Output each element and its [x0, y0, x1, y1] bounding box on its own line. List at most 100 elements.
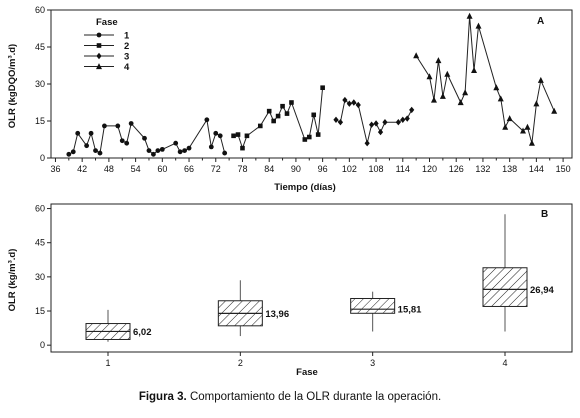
series-line-fase-2: [233, 87, 324, 150]
x-tick-label: 3: [370, 358, 375, 368]
data-point-fase-2: [284, 111, 290, 116]
legend-marker-fase-2: [96, 43, 102, 48]
data-point-fase-1: [213, 130, 219, 136]
data-point-fase-4: [533, 100, 540, 107]
data-point-fase-4: [493, 84, 500, 91]
data-point-fase-4: [471, 67, 478, 74]
data-point-fase-4: [528, 139, 535, 146]
data-point-fase-3: [333, 116, 339, 123]
data-point-fase-3: [342, 96, 348, 104]
data-point-fase-3: [364, 140, 370, 147]
x-tick-label: 114: [396, 164, 410, 174]
y-tick-label: 45: [35, 42, 45, 52]
data-point-fase-4: [457, 99, 464, 106]
y-tick-label: 60: [35, 5, 45, 15]
legend-entry-fase-3: 3: [124, 52, 129, 63]
data-point-fase-1: [70, 149, 76, 155]
panel-b-frame: [50, 203, 573, 353]
panel-a-x-axis-title: Tiempo (días): [274, 182, 336, 193]
median-label-fase-2: 13,96: [265, 309, 289, 320]
data-point-fase-1: [115, 123, 121, 129]
data-point-fase-2: [231, 133, 236, 139]
data-point-fase-1: [173, 140, 179, 146]
data-point-fase-1: [182, 148, 187, 154]
data-point-fase-1: [146, 148, 152, 154]
y-tick-label: 45: [35, 238, 45, 248]
data-point-fase-3: [404, 115, 410, 122]
x-tick-label: 138: [502, 164, 517, 174]
x-tick-label: 84: [264, 164, 274, 174]
legend-entry-fase-2: 2: [124, 41, 129, 52]
x-tick-label: 1: [105, 358, 110, 368]
data-point-fase-4: [435, 57, 442, 64]
panel-a-line-chart: A 36 42 48 54 60 66 72 78 84 90 96 102 108 114 120 126 1…: [7, 5, 573, 193]
data-point-fase-2: [240, 145, 245, 151]
x-tick-label: 72: [211, 164, 221, 174]
data-point-fase-1: [88, 130, 94, 136]
data-point-fase-2: [271, 118, 276, 124]
data-point-fase-1: [155, 148, 161, 154]
data-point-fase-1: [204, 117, 210, 123]
x-tick-label: 126: [449, 164, 464, 174]
panel-a-y-axis-title: OLR (kgDQO/m³.d): [7, 44, 18, 128]
data-point-fase-3: [377, 128, 384, 136]
data-point-fase-4: [524, 123, 531, 130]
data-point-fase-3: [409, 106, 415, 114]
data-point-fase-1: [75, 130, 81, 136]
data-point-fase-2: [311, 112, 317, 118]
y-tick-label: 0: [40, 340, 45, 350]
legend-marker-fase-1: [96, 32, 102, 38]
data-point-fase-4: [444, 70, 451, 77]
panel-a-x-ticks: 36 42 48 54 60 66 72 78 84 90 96 102 108 114 120 126 132…: [50, 158, 571, 174]
data-point-fase-4: [506, 115, 513, 122]
panel-b-y-axis-title: OLR (kg/m³.d): [7, 249, 18, 312]
data-point-fase-4: [430, 96, 437, 103]
x-tick-label: 150: [556, 164, 571, 174]
data-point-fase-4: [413, 52, 420, 59]
data-point-fase-4: [497, 95, 504, 102]
x-tick-label: 66: [184, 164, 194, 174]
data-point-fase-1: [177, 149, 183, 155]
series-line-fase-1: [68, 118, 226, 155]
data-point-fase-4: [502, 123, 509, 130]
x-tick-label: 108: [369, 164, 384, 174]
legend-marker-fase-3: [96, 52, 102, 60]
x-tick-label: 120: [422, 164, 437, 174]
data-point-fase-1: [142, 135, 147, 141]
caption-label: Figura 3.: [138, 391, 187, 403]
panel-b-y-ticks: 0 15 30 45 60: [35, 204, 51, 350]
y-tick-label: 0: [40, 153, 45, 163]
data-point-fase-4: [551, 107, 558, 114]
data-point-fase-2: [320, 85, 325, 90]
panel-b-x-ticks: 1 2 3 4: [105, 352, 508, 368]
data-point-fase-1: [222, 150, 228, 156]
x-tick-label: 2: [238, 358, 243, 368]
data-point-fase-2: [315, 132, 321, 137]
data-point-fase-3: [351, 99, 357, 106]
data-point-fase-1: [128, 121, 134, 126]
data-point-fase-3: [337, 119, 344, 126]
data-point-fase-2: [280, 103, 285, 109]
legend-entry-fase-4: 4: [124, 62, 130, 73]
data-point-fase-1: [217, 133, 223, 139]
caption-text: Comportamiento de la OLR durante la oper…: [186, 391, 442, 403]
x-tick-label: 54: [131, 164, 141, 174]
data-point-fase-1: [159, 146, 165, 152]
data-point-fase-1: [119, 138, 125, 144]
data-point-fase-1: [93, 148, 98, 154]
data-point-fase-4: [466, 12, 473, 19]
legend-title: Fase: [96, 17, 118, 28]
x-tick-label: 90: [291, 164, 301, 174]
x-tick-label: 96: [318, 164, 328, 174]
series-line-fase-4: [415, 16, 555, 144]
box-fase-3: [350, 297, 396, 314]
x-tick-label: 102: [342, 164, 357, 174]
median-label-fase-1: 6,02: [133, 327, 152, 338]
data-point-fase-3: [382, 119, 388, 126]
x-tick-label: 48: [104, 164, 114, 174]
x-tick-label: 144: [529, 164, 544, 174]
data-point-fase-1: [186, 145, 192, 151]
data-point-fase-4: [475, 22, 482, 29]
